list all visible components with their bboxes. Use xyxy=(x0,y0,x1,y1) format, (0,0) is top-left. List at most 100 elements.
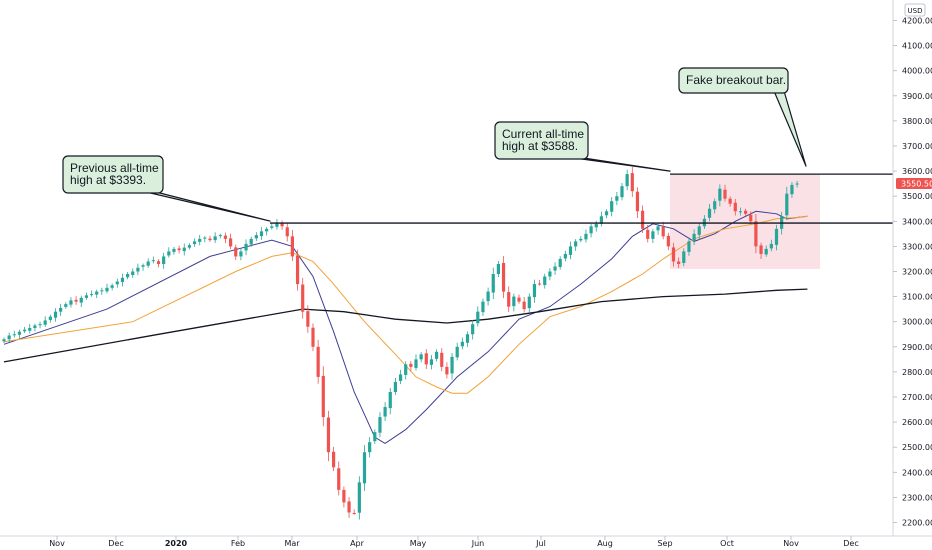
candle-body xyxy=(342,489,346,503)
candle-body xyxy=(265,228,269,232)
candle-body xyxy=(295,255,300,285)
candle-body xyxy=(538,283,542,285)
y-tick-label: 2700.00 xyxy=(902,393,932,402)
callout-text: Previous all-time xyxy=(70,161,159,175)
candle-body xyxy=(604,211,609,216)
candle-body xyxy=(388,391,392,409)
y-tick-label: 2500.00 xyxy=(902,443,932,452)
candle-body xyxy=(352,512,356,514)
candle-body xyxy=(723,189,727,199)
candle-body xyxy=(450,356,454,374)
candle-body xyxy=(749,214,753,222)
x-tick-label: Sep xyxy=(657,539,672,548)
candle-body xyxy=(728,198,732,204)
candle-body xyxy=(162,256,166,264)
candle-body xyxy=(625,174,629,187)
candle-body xyxy=(311,327,315,347)
candle-body xyxy=(223,235,228,239)
candle-body xyxy=(23,329,27,332)
candle-body xyxy=(646,229,650,239)
current-price-marker: 3550.50 xyxy=(896,178,932,190)
candle-body xyxy=(347,501,351,513)
candle-body xyxy=(574,241,578,247)
y-tick-label: 4000.00 xyxy=(902,67,932,76)
y-tick-label: 3000.00 xyxy=(902,318,932,327)
candle-body xyxy=(419,354,423,360)
candle-body xyxy=(234,247,238,257)
candle-body xyxy=(110,285,114,288)
y-tick-label: 2200.00 xyxy=(902,519,932,528)
callout-pointer xyxy=(566,156,671,172)
candle-body xyxy=(95,291,99,295)
candle-body xyxy=(517,297,521,302)
candle-body xyxy=(440,352,444,367)
current-price-label: 3550.50 xyxy=(901,180,932,189)
candle-body xyxy=(512,296,516,307)
candle-body xyxy=(491,274,495,293)
candle-body xyxy=(151,260,155,262)
candle-body xyxy=(414,359,418,368)
candle-body xyxy=(666,235,670,247)
x-tick-label: Jul xyxy=(535,539,546,548)
candle-body xyxy=(548,271,552,277)
candle-body xyxy=(774,228,779,245)
candlestick-series xyxy=(2,166,799,520)
y-tick-label: 3600.00 xyxy=(902,167,932,176)
candle-body xyxy=(429,359,434,365)
candle-body xyxy=(192,241,197,245)
candle-body xyxy=(671,247,676,262)
y-tick-label: 2600.00 xyxy=(902,418,932,427)
candle-body xyxy=(332,451,336,468)
callout-box xyxy=(678,67,789,94)
candle-body xyxy=(589,226,593,234)
candle-body xyxy=(507,292,511,307)
candle-body xyxy=(713,201,717,210)
y-tick-label: 2900.00 xyxy=(902,343,932,352)
candle-body xyxy=(455,346,459,358)
y-tick-label: 3200.00 xyxy=(902,268,932,277)
current-price-tag xyxy=(896,178,932,190)
y-tick-label: 3400.00 xyxy=(902,217,932,226)
candle-body xyxy=(615,196,619,201)
currency-badge[interactable]: USD xyxy=(904,3,926,17)
candle-body xyxy=(754,221,758,247)
time-axis[interactable]: Nov Dec 2020 Feb Mar Apr May Jun Jul Aug Sep Oct Nov… xyxy=(49,536,859,548)
candle-body xyxy=(136,267,140,272)
candle-body xyxy=(599,216,603,224)
candle-body xyxy=(594,223,598,228)
candle-body xyxy=(527,296,531,309)
callout-joint xyxy=(566,154,578,157)
y-tick-label: 3300.00 xyxy=(902,242,932,251)
candle-body xyxy=(74,299,78,302)
candle-body xyxy=(239,251,243,257)
candle-body xyxy=(635,191,640,212)
candle-body xyxy=(404,364,408,375)
candle-body xyxy=(105,287,109,292)
y-tick-label: 2300.00 xyxy=(902,493,932,502)
candle-body xyxy=(445,366,449,375)
candle-body xyxy=(795,183,799,185)
candle-body xyxy=(563,253,567,259)
candle-body xyxy=(501,262,506,292)
candle-body xyxy=(630,173,634,192)
candle-body xyxy=(280,222,284,227)
candle-body xyxy=(17,331,22,335)
candle-body xyxy=(697,226,701,235)
candle-body xyxy=(316,346,320,377)
x-tick-label: Mar xyxy=(284,539,300,548)
price-axis[interactable]: 4200.00 4100.00 4000.00 3900.00 3800.00 3700.… xyxy=(893,17,932,528)
candle-body xyxy=(785,193,789,216)
x-tick-label: Nov xyxy=(49,539,65,548)
candle-body xyxy=(337,468,341,490)
candle-body xyxy=(460,341,464,347)
candle-body xyxy=(146,261,150,266)
callout-text: Fake breakout bar. xyxy=(686,73,786,87)
candle-body xyxy=(177,248,181,251)
candle-body xyxy=(33,325,37,328)
ma-line-ma20 xyxy=(3,210,808,444)
candle-body xyxy=(7,335,11,340)
